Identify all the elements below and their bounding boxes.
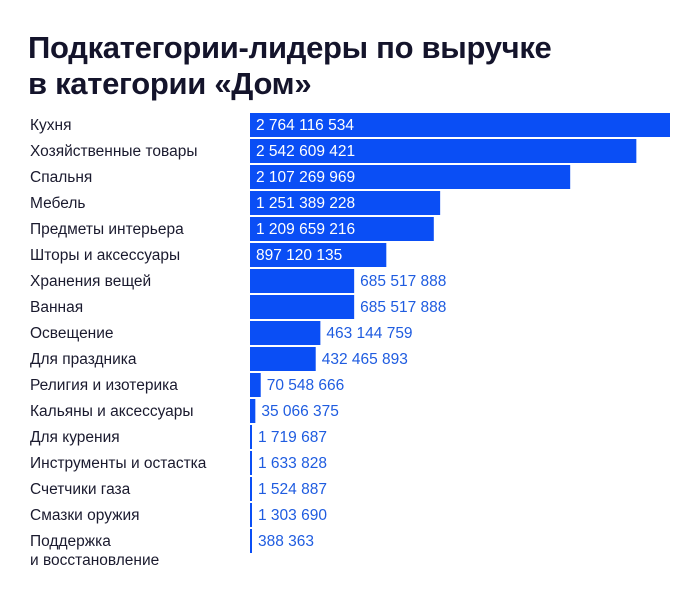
value-label: 2 107 269 969 [256, 169, 355, 186]
bar-row: Поддержка и восстановление 388 363 [30, 529, 314, 569]
category-label: Спальня [30, 169, 92, 186]
bar-row: Смазки оружия 1 303 690 [30, 503, 327, 527]
category-label: Кухня [30, 117, 71, 134]
value-label: 1 303 690 [258, 507, 327, 524]
bar-row: Спальня 2 107 269 969 [30, 165, 571, 189]
bar-row: Кальяны и аксессуары 35 066 375 [30, 399, 339, 423]
bar [250, 295, 355, 319]
bar [250, 321, 321, 345]
value-label: 35 066 375 [261, 403, 339, 420]
category-label: Хранения вещей [30, 273, 151, 290]
bar-row: Хозяйственные товары 2 542 609 421 [30, 139, 637, 163]
category-label-line: Кухня [30, 117, 71, 134]
category-label-line: Поддержка [30, 533, 111, 550]
category-label-line: Спальня [30, 169, 92, 186]
category-label-line: и восстановление [30, 552, 159, 569]
category-label: Освещение [30, 325, 114, 342]
bar [250, 217, 434, 241]
bar-row: Для праздника 432 465 893 [30, 347, 408, 371]
category-label: Религия и изотерика [30, 377, 178, 394]
category-label-line: Ванная [30, 299, 83, 316]
value-label: 388 363 [258, 533, 314, 550]
category-label: Счетчики газа [30, 481, 131, 498]
bar-row: Освещение 463 144 759 [30, 321, 413, 345]
category-label-line: Шторы и аксессуары [30, 247, 180, 264]
category-label-line: Хозяйственные товары [30, 143, 197, 160]
bar-row: Для курения 1 719 687 [30, 425, 327, 449]
bar-row: Предметы интерьера 1 209 659 216 [30, 217, 434, 241]
category-label: Кальяны и аксессуары [30, 403, 194, 420]
value-label: 1 719 687 [258, 429, 327, 446]
bar [250, 191, 441, 215]
bar-row: Хранения вещей 685 517 888 [30, 269, 446, 293]
chart-title-line-2: в категории «Дом» [28, 66, 312, 101]
category-label-line: Для праздника [30, 351, 137, 368]
value-label: 685 517 888 [360, 299, 446, 316]
value-label: 463 144 759 [326, 325, 412, 342]
category-label: Инструменты и остастка [30, 455, 207, 472]
value-label: 1 524 887 [258, 481, 327, 498]
category-label: Мебель [30, 195, 85, 212]
bar-row: Мебель 1 251 389 228 [30, 191, 441, 215]
category-label-line: Освещение [30, 325, 114, 342]
category-label: Для курения [30, 429, 120, 446]
value-label: 1 209 659 216 [256, 221, 355, 238]
category-label: Смазки оружия [30, 507, 140, 524]
category-label-line: Предметы интерьера [30, 221, 184, 238]
category-label: Ванная [30, 299, 83, 316]
chart-title-line-1: Подкатегории-лидеры по выручке [28, 30, 552, 65]
bar-row: Кухня 2 764 116 534 [30, 113, 670, 137]
bar [250, 373, 261, 397]
bar-row: Ванная 685 517 888 [30, 295, 446, 319]
category-label-line: Мебель [30, 195, 85, 212]
category-label: Для праздника [30, 351, 137, 368]
value-label: 685 517 888 [360, 273, 446, 290]
bar [250, 529, 252, 553]
category-label: Предметы интерьера [30, 221, 184, 238]
bar [250, 269, 355, 293]
bar-row: Инструменты и остастка 1 633 828 [30, 451, 327, 475]
bar [250, 477, 252, 501]
value-label: 1 633 828 [258, 455, 327, 472]
category-label-line: Религия и изотерика [30, 377, 178, 394]
bar [250, 451, 252, 475]
bar [250, 139, 637, 163]
bar [250, 425, 252, 449]
bar [250, 347, 316, 371]
value-label: 1 251 389 228 [256, 195, 355, 212]
category-label-line: Смазки оружия [30, 507, 140, 524]
bar [250, 399, 256, 423]
chart-title: Подкатегории-лидеры по выручке в категор… [28, 30, 668, 102]
category-label: Поддержка и восстановление [30, 533, 159, 569]
category-label-line: Инструменты и остастка [30, 455, 207, 472]
category-label-line: Счетчики газа [30, 481, 131, 498]
bar [250, 503, 252, 527]
category-label: Хозяйственные товары [30, 143, 197, 160]
category-label-line: Хранения вещей [30, 273, 151, 290]
category-label-line: Кальяны и аксессуары [30, 403, 194, 420]
bar-row: Религия и изотерика 70 548 666 [30, 373, 344, 397]
value-label: 2 542 609 421 [256, 143, 355, 160]
value-label: 2 764 116 534 [256, 117, 354, 134]
category-label-line: Для курения [30, 429, 120, 446]
category-label: Шторы и аксессуары [30, 247, 180, 264]
bar-row: Счетчики газа 1 524 887 [30, 477, 327, 501]
bar [250, 243, 387, 267]
bar-row: Шторы и аксессуары 897 120 135 [30, 243, 387, 267]
value-label: 897 120 135 [256, 247, 342, 264]
value-label: 432 465 893 [322, 351, 408, 368]
bar [250, 113, 670, 137]
bar [250, 165, 571, 189]
value-label: 70 548 666 [267, 377, 345, 394]
